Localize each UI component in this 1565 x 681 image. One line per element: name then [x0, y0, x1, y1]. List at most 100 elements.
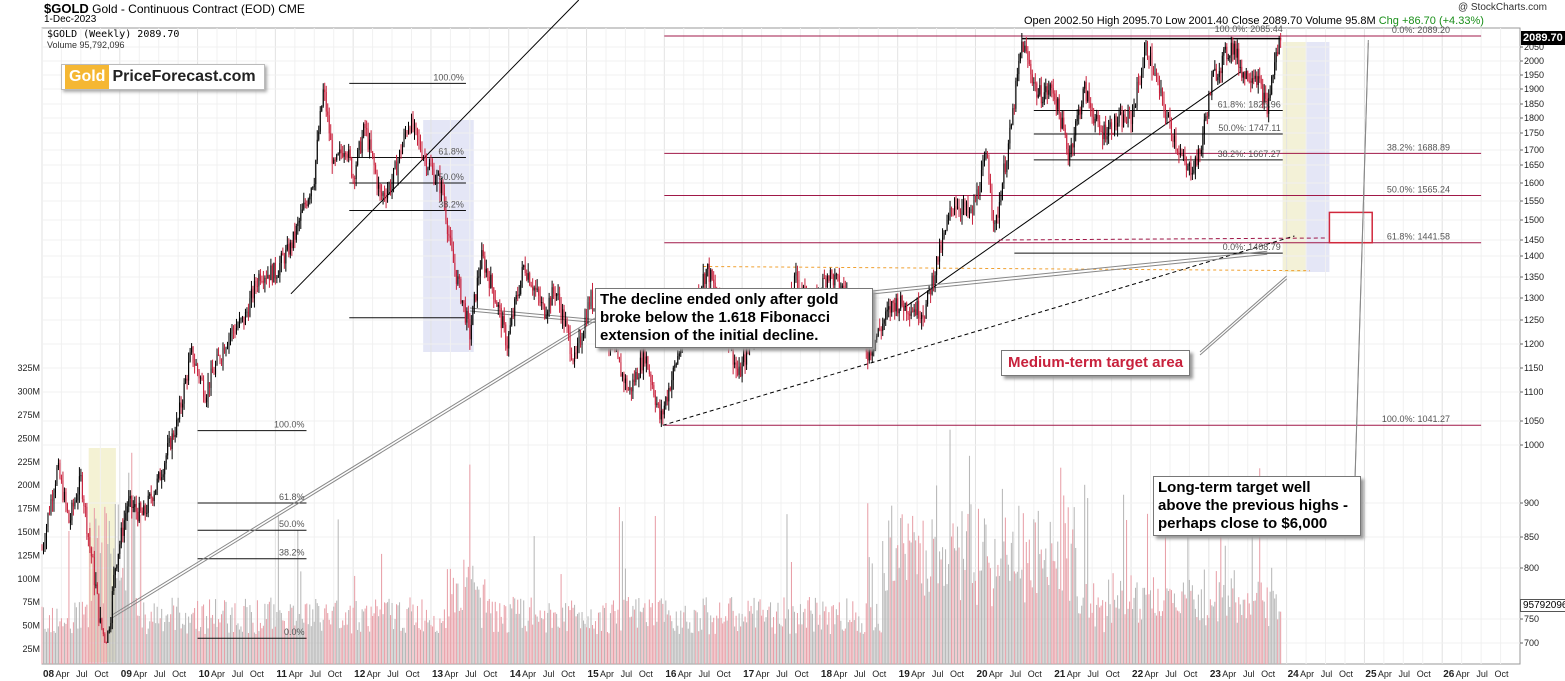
- candle-body: [114, 568, 116, 575]
- volume-bar: [83, 614, 85, 664]
- volume-bar: [418, 628, 420, 664]
- candle-body: [886, 309, 888, 312]
- volume-bar: [44, 628, 46, 664]
- candle-body: [174, 435, 176, 438]
- volume-bar: [696, 612, 698, 664]
- volume-tick-label: 75M: [22, 597, 40, 607]
- volume-bar: [1064, 523, 1066, 664]
- volume-bar: [840, 620, 842, 664]
- candle-body: [327, 111, 329, 116]
- volume-bar: [1274, 598, 1276, 664]
- volume-bar: [638, 598, 640, 664]
- candle-body: [1211, 76, 1213, 96]
- candle-body: [578, 336, 580, 344]
- candle-body: [584, 317, 586, 334]
- volume-bar: [470, 579, 472, 664]
- volume-bar: [400, 630, 402, 664]
- volume-bar: [84, 606, 86, 664]
- candle-body: [238, 318, 240, 326]
- volume-bar: [853, 620, 855, 664]
- volume-bar: [1209, 599, 1211, 664]
- candle-body: [451, 237, 453, 250]
- volume-bar: [309, 604, 311, 664]
- volume-bar: [962, 558, 965, 664]
- fib-label-short: 38.2%: [279, 548, 305, 558]
- volume-bar: [873, 630, 875, 664]
- volume-bar: [1275, 594, 1277, 664]
- volume-bar: [141, 627, 143, 664]
- candle-body: [427, 168, 429, 171]
- candle-body: [1061, 117, 1063, 129]
- candle-body: [1146, 42, 1149, 58]
- candle-body: [998, 202, 1000, 218]
- volume-bar: [1084, 484, 1086, 664]
- candle-body: [434, 181, 436, 184]
- candle-body: [532, 286, 534, 291]
- volume-bar: [259, 622, 261, 664]
- candle-body: [897, 298, 899, 314]
- candle-body: [505, 324, 507, 346]
- candle-body: [515, 295, 517, 300]
- time-tick-label: Oct: [717, 669, 732, 679]
- volume-bar: [922, 520, 924, 664]
- volume-bar: [1146, 513, 1149, 664]
- time-tick-label: Apr: [1067, 669, 1081, 679]
- candle-body: [277, 275, 279, 278]
- volume-bar: [699, 618, 701, 664]
- volume-bar: [424, 620, 426, 664]
- volume-bar: [412, 604, 414, 664]
- volume-bar: [645, 622, 647, 664]
- candle-body: [1058, 98, 1060, 114]
- volume-bar: [150, 611, 152, 664]
- volume-bar: [545, 632, 547, 664]
- volume-bar: [241, 631, 243, 664]
- candle-body: [57, 462, 59, 468]
- candle-body: [1019, 52, 1021, 61]
- candle-body: [621, 373, 623, 377]
- volume-bar: [994, 539, 996, 664]
- candle-body: [1218, 71, 1220, 78]
- candle-body: [1253, 78, 1255, 80]
- volume-bar: [95, 518, 97, 664]
- volume-bar: [152, 621, 154, 664]
- candle-body: [463, 300, 465, 304]
- volume-bar: [92, 546, 94, 664]
- volume-bar: [998, 575, 1000, 664]
- volume-bar: [642, 607, 644, 664]
- price-tick-label: 1200: [1524, 339, 1544, 349]
- volume-bar: [591, 624, 594, 664]
- candle-body: [135, 503, 137, 512]
- candle-body: [111, 591, 113, 623]
- candle-body: [645, 356, 647, 364]
- time-tick-label: Jul: [1321, 669, 1333, 679]
- candle-body: [565, 320, 567, 326]
- time-tick-label: Apr: [833, 669, 847, 679]
- volume-bar: [346, 624, 348, 664]
- volume-bar: [402, 627, 404, 664]
- candle-body: [1244, 72, 1246, 79]
- candle-body: [804, 286, 806, 288]
- candle-body: [123, 520, 125, 536]
- volume-bar: [485, 612, 487, 664]
- volume-bar: [433, 615, 435, 664]
- candle-body: [959, 211, 962, 215]
- candle-body: [487, 268, 489, 277]
- candle-body: [1034, 82, 1036, 84]
- time-tick-label: 13: [432, 669, 444, 680]
- candle-body: [388, 184, 390, 191]
- time-tick-label: Jul: [154, 669, 166, 679]
- time-tick-label: 14: [510, 669, 522, 680]
- volume-bar: [197, 600, 199, 664]
- candle-body: [1066, 135, 1068, 149]
- volume-bar: [529, 607, 531, 664]
- candle-body: [301, 209, 303, 213]
- volume-bar: [1160, 615, 1162, 664]
- volume-bar: [333, 606, 335, 664]
- volume-bar: [1103, 632, 1105, 664]
- candle-body: [252, 288, 254, 299]
- candle-body: [143, 505, 145, 516]
- candle-body: [413, 123, 416, 130]
- time-tick-label: Jul: [1010, 669, 1022, 679]
- volume-bar: [678, 633, 680, 664]
- volume-bar: [874, 627, 876, 664]
